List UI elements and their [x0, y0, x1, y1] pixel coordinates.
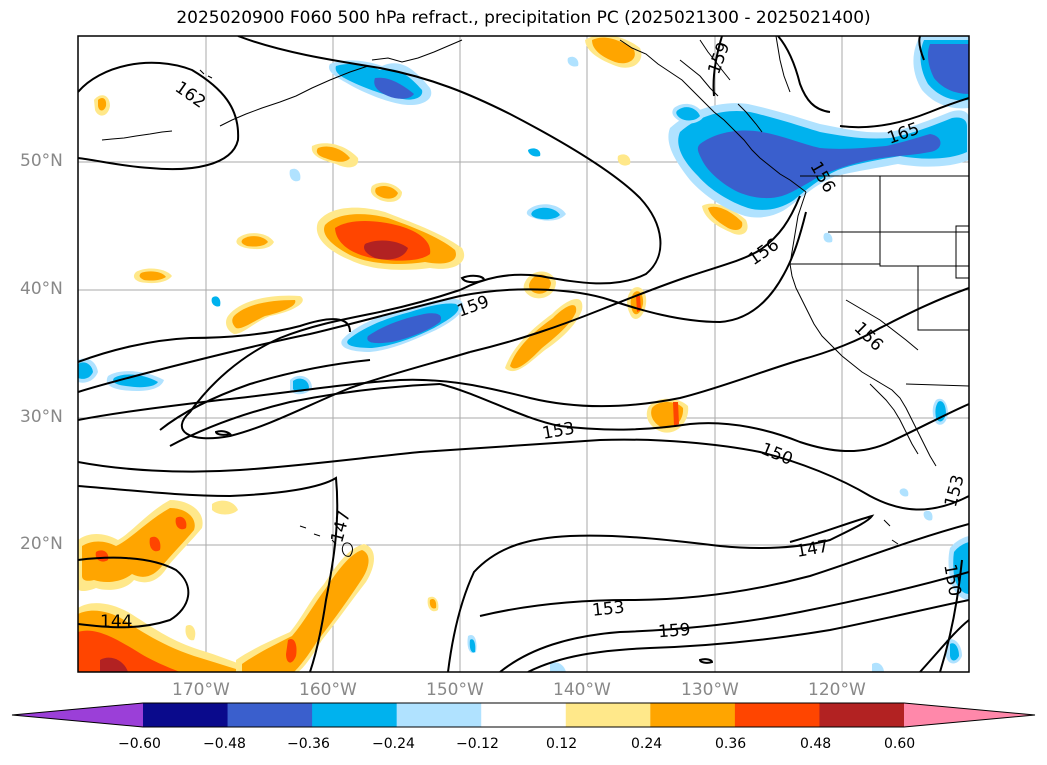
colorbar-swatch [819, 703, 905, 727]
contour-label: 156 [850, 318, 887, 355]
plot-frame [77, 35, 970, 673]
contour-label: 147 [795, 537, 830, 562]
precip-positive-fields [78, 36, 748, 672]
colorbar-tick-label: −0.24 [372, 736, 415, 752]
contour-label: 162 [171, 78, 209, 113]
colorbar-tick-label: −0.36 [287, 736, 330, 752]
lon-label: 140°W [553, 680, 611, 700]
colorbar-tick-label: 0.60 [884, 736, 916, 752]
lon-label: 130°W [681, 680, 739, 700]
colorbar [11, 702, 1036, 728]
colorbar-swatch [650, 703, 736, 727]
colorbar-swatch [565, 703, 651, 727]
colorbar-tick-label: −0.48 [203, 736, 246, 752]
lon-label: 150°W [426, 680, 484, 700]
contour-label: 156 [745, 235, 783, 270]
colorbar-extend-right [904, 703, 1035, 727]
contour-label: 153 [541, 419, 576, 444]
colorbar-tick-label: 0.24 [631, 736, 663, 752]
lon-label: 160°W [299, 680, 357, 700]
colorbar-swatch [396, 703, 482, 727]
colorbar-swatch [312, 703, 398, 727]
contour-label: 153 [941, 473, 969, 510]
contour-label: 150 [939, 563, 964, 598]
contour-label: 153 [591, 598, 625, 621]
contour-label: 159 [704, 40, 734, 77]
lat-label: 50°N [20, 151, 63, 171]
lon-label: 120°W [808, 680, 866, 700]
colorbar-tick-label: −0.12 [456, 736, 499, 752]
contour-label: 147 [327, 508, 355, 545]
lat-label: 20°N [20, 534, 63, 554]
colorbar-outline [11, 702, 1036, 728]
lat-label: 30°N [20, 407, 63, 427]
colorbar-tick-label: 0.48 [800, 736, 832, 752]
colorbar-tick-label: 0.36 [715, 736, 747, 752]
colorbar-swatch [734, 703, 820, 727]
plot-area: 162 159 165 156 159 156 153 150 147 147 … [78, 36, 969, 672]
contour-label: 144 [100, 612, 132, 632]
contour-label: 159 [657, 620, 691, 642]
colorbar-swatch [227, 703, 313, 727]
colorbar-tick-label: 0.12 [546, 736, 578, 752]
refractivity-contours [78, 36, 969, 672]
colorbar-swatch [143, 703, 229, 727]
colorbar-swatch [481, 703, 567, 727]
contour-label: 150 [758, 439, 796, 470]
lon-label: 170°W [172, 680, 230, 700]
map-title: 2025020900 F060 500 hPa refract., precip… [176, 8, 871, 28]
coastlines [101, 36, 969, 557]
colorbar-extend-left [12, 703, 143, 727]
colorbar-tick-label: −0.60 [118, 736, 161, 752]
lat-label: 40°N [20, 279, 63, 299]
